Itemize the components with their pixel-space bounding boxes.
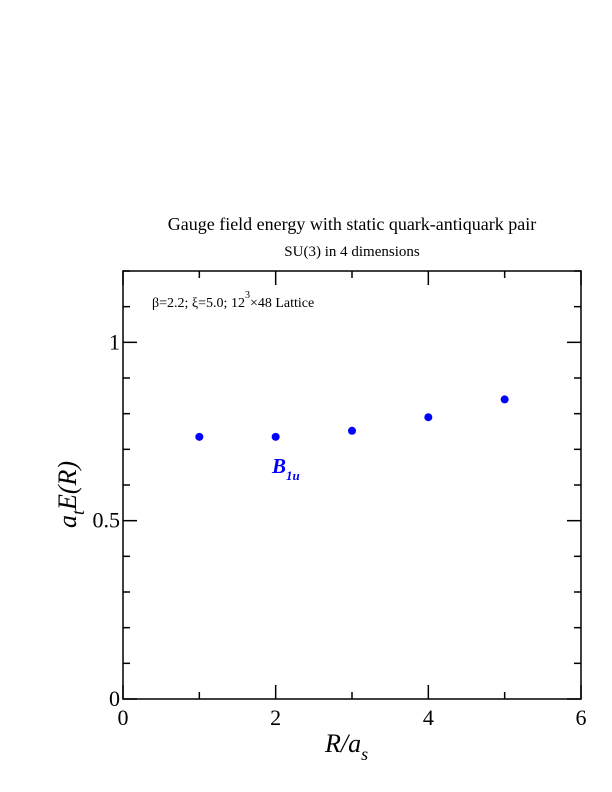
- x-axis-label-main: R/a: [324, 729, 361, 758]
- lattice-size: 12: [231, 296, 245, 311]
- lattice-time-extent: ×48 Lattice: [250, 296, 314, 311]
- axis-ticks: [122, 270, 582, 700]
- y-tick-label: 0.5: [93, 508, 121, 533]
- data-point: [348, 426, 356, 435]
- series-label-main: B: [271, 454, 286, 478]
- chart-title: Gauge field energy with static quark-ant…: [168, 214, 537, 234]
- y-axis-label-rest: E(R): [53, 461, 82, 511]
- x-tick-labels: 0 2 4 6: [118, 705, 587, 730]
- plot-frame: [122, 270, 582, 700]
- data-point: [424, 413, 433, 422]
- beta-value: β=2.2;: [152, 296, 188, 311]
- y-axis-label-sub: t: [68, 509, 88, 515]
- x-tick-label: 0: [118, 705, 129, 730]
- chart-subtitle: SU(3) in 4 dimensions: [284, 244, 420, 260]
- data-point: [271, 432, 280, 441]
- y-axis-label-a: a: [53, 515, 82, 528]
- x-axis-label: R/as: [324, 729, 368, 764]
- y-tick-labels: 00.51: [93, 329, 121, 711]
- lattice-exponent: 3: [245, 290, 250, 301]
- data-point: [195, 432, 204, 441]
- xi-value: ξ=5.0;: [192, 296, 228, 311]
- series-label: B1u: [271, 454, 300, 483]
- x-tick-label: 6: [576, 705, 587, 730]
- y-tick-label: 0: [109, 686, 120, 711]
- lattice-annotation: β=2.2; ξ=5.0; 123×48 Lattice: [152, 290, 314, 311]
- y-tick-label: 1: [109, 329, 120, 354]
- y-axis-label: atE(R): [53, 461, 88, 528]
- x-axis-label-sub: s: [361, 744, 368, 764]
- data-point: [500, 395, 509, 404]
- x-tick-label: 2: [270, 705, 281, 730]
- data-points: [195, 395, 509, 441]
- series-label-sub: 1u: [286, 468, 300, 483]
- x-tick-label: 4: [423, 705, 434, 730]
